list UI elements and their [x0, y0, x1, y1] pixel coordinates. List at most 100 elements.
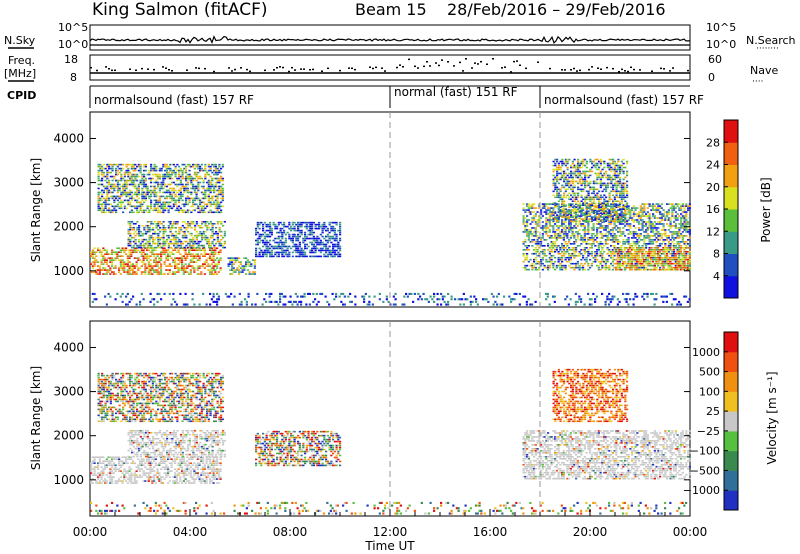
- echo-cell: [662, 264, 665, 267]
- echo-cell: [133, 265, 136, 267]
- echo-cell: [325, 255, 328, 258]
- echo-cell: [213, 187, 216, 190]
- echo-cell: [527, 219, 530, 221]
- echo-cell: [164, 165, 167, 168]
- echo-cell: [339, 227, 342, 230]
- echo-cell: [99, 169, 102, 172]
- echo-cell: [129, 197, 132, 200]
- echo-cell: [206, 195, 209, 198]
- echo-cell: [559, 212, 562, 214]
- echo-cell: [311, 237, 314, 240]
- echo-cell: [583, 233, 586, 235]
- echo-cell: [538, 268, 541, 271]
- echo-cell: [179, 267, 182, 269]
- echo-cell: [102, 167, 105, 170]
- echo-cell: [583, 211, 586, 213]
- echo-cell: [101, 199, 104, 202]
- echo-cell: [297, 221, 300, 224]
- echo-cell: [291, 241, 294, 244]
- echo-cell: [583, 262, 586, 265]
- echo-cell: [174, 230, 177, 233]
- echo-cell: [538, 241, 541, 243]
- echo-cell: [598, 168, 601, 171]
- echo-cell: [304, 247, 307, 250]
- echo-cell: [667, 243, 670, 245]
- echo-cell: [158, 167, 161, 170]
- echo-cell: [127, 183, 130, 186]
- echo-cell: [150, 201, 153, 204]
- echo-cell: [177, 259, 180, 261]
- echo-cell: [529, 231, 532, 233]
- echo-cell: [526, 233, 529, 235]
- echo-cell: [123, 269, 126, 271]
- echo-cell: [153, 249, 156, 252]
- echo-cell: [583, 248, 586, 251]
- echo-cell: [120, 193, 123, 196]
- echo-cell: [571, 162, 574, 165]
- echo-cell: [200, 163, 203, 166]
- echo-cell: [556, 180, 559, 183]
- echo-cell: [554, 268, 557, 271]
- echo-cell: [543, 225, 546, 227]
- echo-cell: [207, 185, 210, 188]
- echo-cell: [206, 240, 209, 243]
- echo-cell: [97, 165, 100, 168]
- echo-cell: [248, 261, 251, 263]
- echo-cell: [167, 177, 170, 180]
- echo-cell: [188, 222, 191, 225]
- echo-cell: [143, 191, 146, 194]
- echo-cell: [639, 219, 642, 221]
- echo-cell: [578, 264, 581, 267]
- echo-cell: [666, 235, 669, 237]
- echo-cell: [201, 244, 204, 247]
- echo-cell: [221, 165, 224, 168]
- echo-cell: [179, 193, 182, 196]
- echo-cell: [638, 221, 641, 223]
- echo-cell: [128, 257, 131, 259]
- echo-cell: [594, 209, 597, 211]
- echo-cell: [206, 189, 209, 192]
- echo-cell: [617, 247, 620, 249]
- echo-cell: [214, 171, 217, 174]
- echo-cell: [196, 253, 199, 255]
- echo-cell: [598, 216, 601, 218]
- echo-cell: [269, 223, 272, 226]
- echo-cell: [669, 223, 672, 225]
- nsearch-legend-dots: ········: [756, 44, 779, 54]
- echo-cell: [151, 273, 154, 275]
- echo-cell: [139, 193, 142, 196]
- echo-cell: [134, 183, 137, 186]
- echo-cell: [589, 221, 592, 223]
- echo-cell: [576, 215, 579, 217]
- echo-cell: [204, 169, 207, 172]
- echo-cell: [277, 237, 280, 240]
- echo-cell: [597, 221, 600, 223]
- echo-cell: [209, 189, 212, 192]
- echo-cell: [218, 244, 221, 247]
- echo-cell: [113, 185, 116, 188]
- echo-cell: [108, 181, 111, 184]
- echo-cell: [555, 217, 558, 219]
- echo-cell: [232, 271, 235, 273]
- echo-cell: [195, 220, 198, 223]
- echo-cell: [178, 238, 181, 241]
- echo-cell: [283, 229, 286, 232]
- echo-cell: [526, 235, 529, 237]
- echo-cell: [592, 212, 595, 214]
- echo-cell: [158, 209, 161, 212]
- echo-cell: [109, 267, 112, 269]
- echo-cell: [573, 158, 576, 161]
- echo-cell: [585, 198, 588, 201]
- echo-cell: [671, 245, 674, 247]
- echo-cell: [206, 203, 209, 206]
- echo-cell: [95, 261, 98, 263]
- echo-cell: [172, 191, 175, 194]
- echo-cell: [561, 203, 564, 205]
- echo-cell: [561, 250, 564, 253]
- echo-cell: [134, 191, 137, 194]
- echo-cell: [541, 235, 544, 237]
- echo-cell: [149, 269, 152, 271]
- echo-cell: [186, 181, 189, 184]
- echo-cell: [643, 243, 646, 245]
- echo-cell: [337, 243, 340, 246]
